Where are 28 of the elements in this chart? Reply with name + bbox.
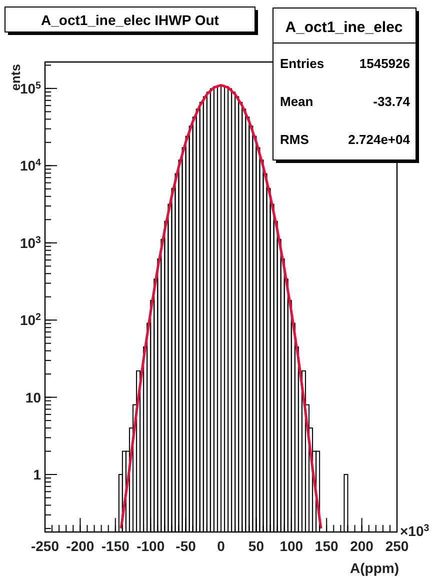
x-tick-label: 150	[314, 538, 338, 554]
text: ×10$^{3}$	[400, 522, 430, 539]
x-tick-label: 50	[248, 538, 264, 554]
x-tick-label: -100	[136, 538, 165, 554]
y-tick-label: 10	[25, 389, 42, 406]
y-tick-label: 10$^{3}$	[20, 234, 42, 251]
x-axis-title: A(ppm)	[350, 560, 399, 576]
y-tick-label: 1	[33, 466, 42, 482]
y-tick-label: 10$^{5}$	[20, 80, 42, 96]
x-tick-label: -50	[176, 538, 196, 554]
x-tick-label: 100	[280, 538, 304, 554]
y-tick-label: 10$^{4}$	[20, 157, 42, 174]
annotation: Entries	[280, 56, 324, 71]
annotation: -33.74	[373, 94, 411, 109]
x-tick-label: -200	[66, 538, 94, 554]
x-tick-label: -150	[101, 538, 130, 554]
annotation: RMS	[280, 132, 310, 147]
annotation: Mean	[280, 94, 314, 109]
annotation: 2.724e+04	[348, 132, 411, 147]
y-tick-label: 10$^{2}$	[20, 312, 42, 328]
line-series	[120, 84, 322, 530]
x-tick-label: 200	[350, 538, 374, 554]
x-tick-label: -250	[30, 538, 60, 554]
text: A_oct1_ine_elec	[285, 19, 403, 36]
chart-title: A_oct1_ine_elec IHWP Out	[41, 12, 220, 28]
x-tick-label: 250	[385, 538, 409, 554]
x-tick-label: 0	[217, 538, 226, 554]
annotation: 1545926	[359, 56, 410, 71]
